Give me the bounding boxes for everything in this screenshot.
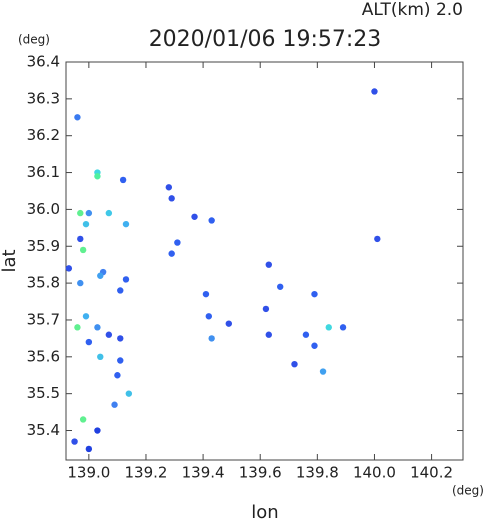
point bbox=[85, 209, 93, 217]
point bbox=[291, 360, 298, 368]
x-axis-label: lon bbox=[251, 502, 278, 521]
point bbox=[79, 416, 87, 423]
point bbox=[277, 283, 284, 290]
point bbox=[94, 427, 101, 434]
point bbox=[225, 320, 232, 327]
point bbox=[97, 272, 104, 279]
chart-title: 2020/01/06 19:57:23 bbox=[149, 27, 382, 52]
point bbox=[82, 220, 90, 228]
point bbox=[202, 290, 210, 298]
y-tick-label: 35.7 bbox=[27, 310, 60, 328]
point bbox=[65, 265, 73, 272]
point bbox=[97, 353, 104, 361]
x-tick-label: 139.4 bbox=[182, 464, 225, 482]
point bbox=[374, 235, 381, 243]
point bbox=[119, 176, 127, 184]
y-tick-label: 35.9 bbox=[27, 237, 60, 255]
point bbox=[371, 88, 378, 95]
x-tick-label: 139.6 bbox=[239, 464, 282, 482]
point bbox=[117, 335, 124, 342]
point bbox=[105, 331, 113, 338]
y-tick-label: 36.3 bbox=[27, 89, 60, 107]
point bbox=[325, 324, 332, 331]
point bbox=[265, 261, 272, 268]
y-tick-label: 35.6 bbox=[27, 347, 60, 365]
point bbox=[174, 239, 181, 246]
y-tick-label: 36.4 bbox=[27, 53, 60, 71]
plot-frame bbox=[65, 61, 464, 461]
point bbox=[311, 290, 318, 298]
point bbox=[85, 445, 93, 453]
y-axis-label: lat bbox=[0, 249, 20, 272]
point bbox=[82, 313, 90, 320]
y-tick-label: 36.0 bbox=[27, 200, 60, 218]
point bbox=[74, 324, 81, 331]
point bbox=[94, 173, 101, 180]
x-tick-label: 139.2 bbox=[124, 464, 167, 482]
x-tick-label: 139.0 bbox=[67, 464, 110, 482]
chart-subtitle: ALT(km) 2.0 bbox=[362, 0, 463, 20]
y-tick-label: 35.8 bbox=[27, 274, 60, 292]
point bbox=[125, 390, 133, 397]
x-tick-label: 139.8 bbox=[296, 464, 339, 482]
point bbox=[205, 313, 213, 320]
point bbox=[208, 217, 215, 224]
point bbox=[105, 209, 113, 217]
point bbox=[208, 335, 215, 342]
point bbox=[165, 184, 173, 191]
point bbox=[74, 114, 81, 121]
point bbox=[319, 368, 327, 375]
x-unit: (deg) bbox=[452, 484, 484, 498]
point bbox=[302, 331, 310, 338]
y-tick-label: 36.1 bbox=[27, 163, 60, 181]
x-tick-label: 140.2 bbox=[410, 464, 453, 482]
point bbox=[77, 279, 84, 287]
point bbox=[262, 305, 270, 313]
point bbox=[71, 438, 78, 445]
point bbox=[168, 250, 175, 257]
point bbox=[77, 235, 84, 243]
point bbox=[339, 324, 347, 331]
point bbox=[77, 209, 84, 217]
point bbox=[311, 342, 318, 349]
point bbox=[122, 220, 130, 228]
point bbox=[265, 331, 272, 338]
point bbox=[122, 276, 130, 283]
point bbox=[168, 195, 175, 202]
point bbox=[94, 324, 101, 331]
point bbox=[117, 357, 124, 364]
point bbox=[85, 338, 93, 346]
y-unit: (deg) bbox=[18, 33, 50, 47]
point bbox=[114, 372, 121, 379]
y-tick-label: 35.4 bbox=[27, 421, 60, 439]
point bbox=[117, 287, 124, 294]
point bbox=[191, 213, 198, 220]
x-tick-label: 140.0 bbox=[353, 464, 396, 482]
point bbox=[111, 401, 118, 408]
point bbox=[79, 246, 87, 254]
y-tick-label: 35.5 bbox=[27, 384, 60, 402]
y-tick-label: 36.2 bbox=[27, 126, 60, 144]
